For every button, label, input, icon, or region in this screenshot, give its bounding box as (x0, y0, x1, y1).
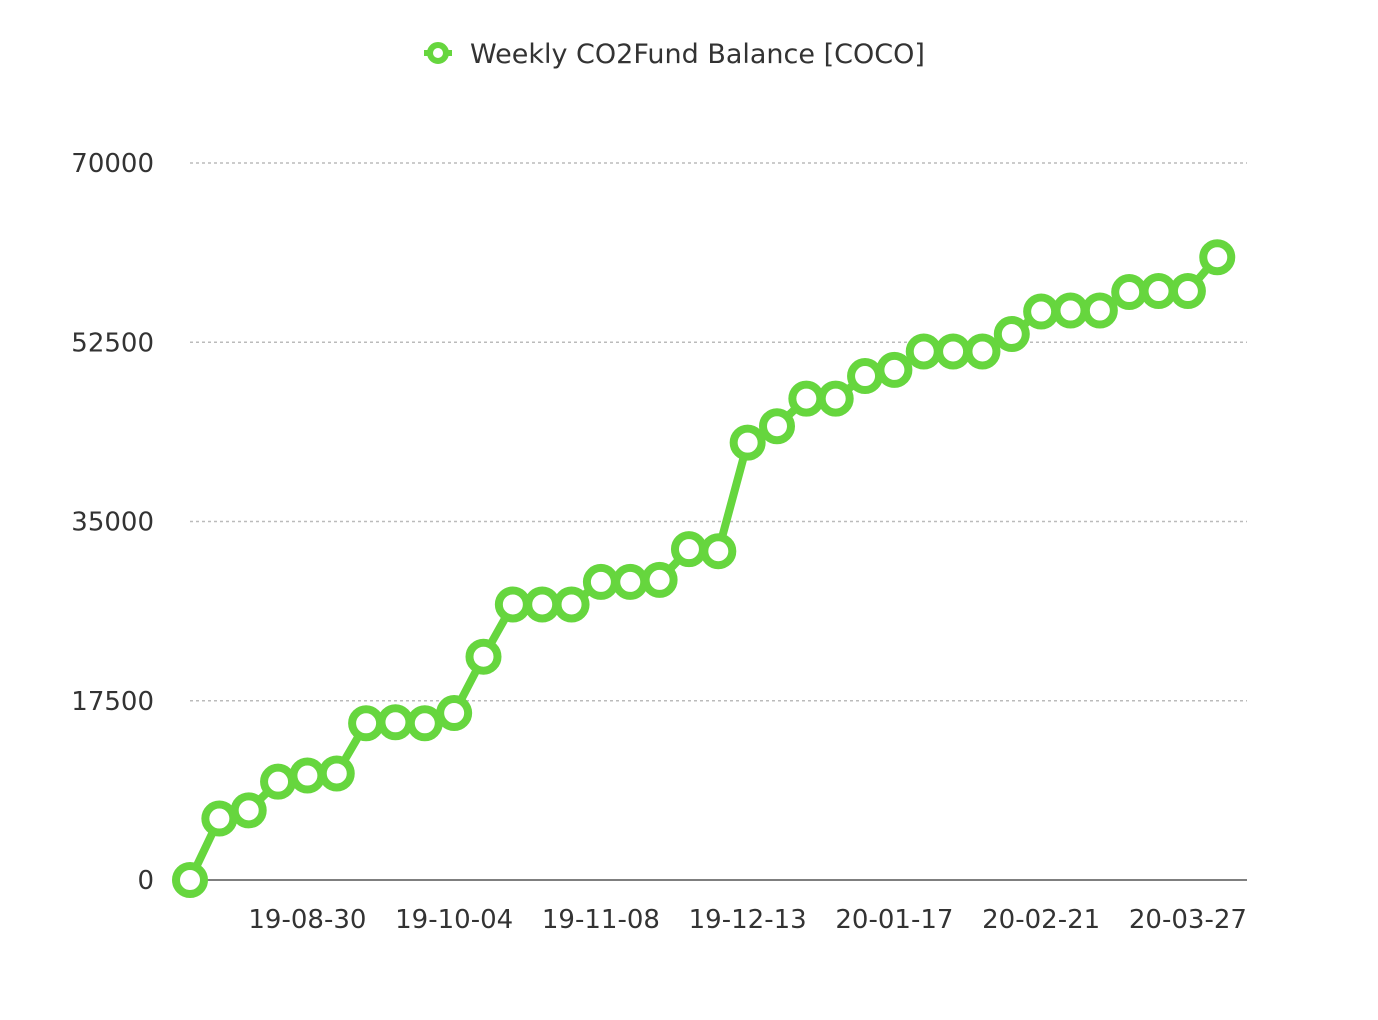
data-point (553, 586, 590, 623)
y-tick-label: 52500 (71, 328, 154, 358)
y-tick-label: 0 (137, 866, 154, 896)
x-tick-label: 19-12-13 (689, 905, 807, 935)
y-tick-label: 35000 (71, 508, 154, 538)
data-point (612, 563, 649, 600)
x-tick-label: 19-08-30 (248, 905, 366, 935)
data-point (465, 638, 502, 675)
x-tick-label: 19-11-08 (542, 905, 660, 935)
data-point (494, 586, 531, 623)
data-point (1140, 273, 1177, 310)
data-point (172, 862, 208, 898)
data-point (1169, 273, 1206, 310)
data-point (876, 351, 913, 388)
data-point (436, 695, 473, 732)
data-point (700, 533, 737, 570)
data-point (582, 563, 619, 600)
data-point (230, 792, 267, 829)
y-tick-label: 17500 (71, 687, 154, 717)
legend: Weekly CO2Fund Balance [COCO] (424, 39, 925, 70)
data-point (670, 531, 707, 568)
y-axis: 0 17500 35000 52500 70000 (71, 149, 154, 896)
data-point (1199, 239, 1236, 276)
data-point (201, 800, 238, 837)
data-point (1081, 292, 1118, 329)
data-point (729, 424, 766, 461)
data-point (289, 757, 326, 794)
data-point (817, 380, 854, 417)
grid-lines (190, 162, 1247, 881)
y-tick-label: 70000 (71, 149, 154, 179)
x-tick-label: 20-02-21 (982, 905, 1100, 935)
data-point (1023, 293, 1060, 330)
data-point (1052, 292, 1089, 329)
legend-marker (427, 42, 449, 64)
data-point (759, 408, 795, 445)
data-point (1111, 274, 1148, 311)
data-point (377, 704, 414, 741)
data-point (641, 561, 678, 598)
plot-area (172, 239, 1236, 898)
x-tick-label: 20-01-17 (835, 905, 953, 935)
x-tick-label: 20-03-27 (1129, 905, 1247, 935)
data-point (935, 333, 972, 370)
data-point (905, 333, 942, 370)
data-point (260, 763, 297, 800)
data-point (788, 380, 825, 417)
data-point (993, 316, 1030, 353)
data-point (348, 705, 385, 742)
data-point (847, 358, 884, 395)
data-point (524, 586, 561, 623)
x-axis: 19-08-30 19-10-04 19-11-08 19-12-13 20-01-17… (248, 905, 1247, 935)
data-point (964, 333, 1001, 370)
legend-label: Weekly CO2Fund Balance [COCO] (470, 39, 925, 70)
data-point (406, 705, 443, 742)
data-point (318, 755, 355, 792)
x-tick-label: 19-10-04 (395, 905, 513, 935)
